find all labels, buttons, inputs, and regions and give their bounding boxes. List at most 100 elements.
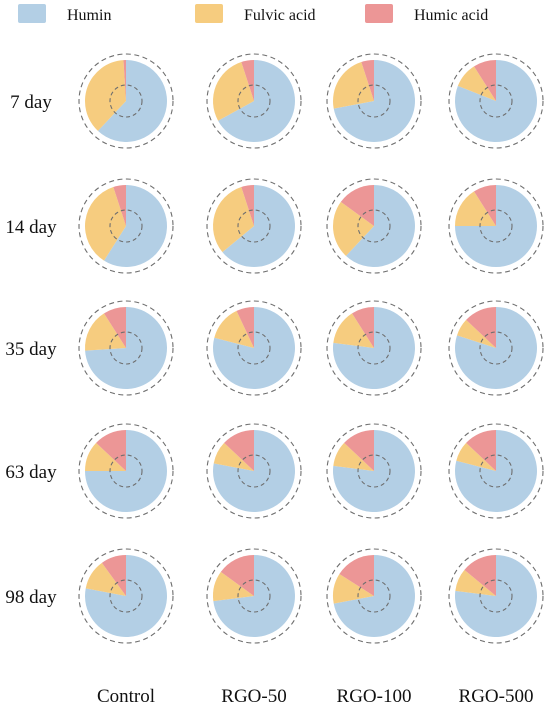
slice-fulvic-acid <box>85 562 126 596</box>
row-label-63-day: 63 day <box>5 462 57 483</box>
slice-humic-acid <box>474 59 496 101</box>
slice-humin <box>213 307 296 389</box>
pie-14-day-control <box>78 178 174 274</box>
slice-fulvic-acid <box>84 60 126 131</box>
row-labels: 7 day 14 day 35 day 63 day 98 day <box>5 92 57 608</box>
outer-dashed-ring <box>326 423 422 519</box>
inner-dashed-ring <box>237 209 271 243</box>
slice-humic-acid <box>101 555 126 596</box>
slice-humin <box>85 554 168 637</box>
inner-dashed-ring <box>109 331 143 365</box>
slice-humin <box>455 307 538 389</box>
pie-35-day-rgo-100 <box>326 300 422 396</box>
slice-humic-acid <box>344 429 374 471</box>
slice-humic-acid <box>474 185 496 226</box>
slice-humic-acid <box>241 60 254 101</box>
slice-humin <box>213 555 295 637</box>
inner-dashed-ring <box>357 209 391 243</box>
slice-fulvic-acid <box>213 62 254 121</box>
pie-35-day-rgo-50 <box>206 300 302 396</box>
slice-humin <box>97 60 167 142</box>
column-label-rgo-100: RGO-100 <box>337 686 412 707</box>
outer-dashed-ring <box>448 53 544 149</box>
outer-dashed-ring <box>78 423 174 519</box>
outer-dashed-ring <box>326 178 422 274</box>
slice-fulvic-acid <box>457 319 496 348</box>
slice-humic-acid <box>220 554 254 596</box>
slice-humic-acid <box>352 307 374 348</box>
inner-dashed-ring <box>237 454 271 488</box>
slice-humic-acid <box>466 307 496 348</box>
slice-humin <box>345 185 415 268</box>
row-label-14-day: 14 day <box>5 217 57 238</box>
outer-dashed-ring <box>78 548 174 644</box>
slice-fulvic-acid <box>333 574 374 604</box>
column-label-rgo-500: RGO-500 <box>459 686 534 707</box>
slice-fulvic-acid <box>84 442 126 471</box>
legend: Humin Fulvic acid Humic acid <box>18 4 488 24</box>
slice-fulvic-acid <box>455 191 496 226</box>
slice-humic-acid <box>113 185 126 226</box>
pie-14-day-rgo-50 <box>206 178 302 274</box>
legend-label-humin: Humin <box>67 7 111 24</box>
slice-humic-acid <box>361 60 374 101</box>
outer-dashed-ring <box>448 423 544 519</box>
outer-dashed-ring <box>78 300 174 396</box>
slice-fulvic-acid <box>213 442 254 471</box>
outer-dashed-ring <box>206 423 302 519</box>
pie-14-day-rgo-500 <box>448 178 544 274</box>
slice-fulvic-acid <box>456 442 496 471</box>
slice-fulvic-acid <box>84 187 126 261</box>
slice-humic-acid <box>104 307 126 348</box>
slice-humin <box>333 555 416 637</box>
outer-dashed-ring <box>206 548 302 644</box>
slice-fulvic-acid <box>332 201 374 256</box>
legend-swatch-fulvic-acid <box>195 4 223 23</box>
outer-dashed-ring <box>448 300 544 396</box>
slice-humic-acid <box>241 185 254 226</box>
slice-humin <box>454 555 537 637</box>
pie-35-day-rgo-500 <box>448 300 544 396</box>
row-label-35-day: 35 day <box>5 339 57 360</box>
outer-dashed-ring <box>78 53 174 149</box>
pie-98-day-rgo-500 <box>448 548 544 644</box>
legend-label-fulvic-acid: Fulvic acid <box>244 7 316 24</box>
pie-7-day-rgo-100 <box>326 53 422 149</box>
inner-dashed-ring <box>237 84 271 118</box>
slice-fulvic-acid <box>213 187 254 253</box>
slice-humic-acid <box>466 429 496 471</box>
legend-label-humic-acid: Humic acid <box>414 7 488 24</box>
row-label-7-day: 7 day <box>10 92 52 113</box>
inner-dashed-ring <box>109 454 143 488</box>
pies <box>78 53 544 644</box>
inner-dashed-ring <box>109 579 143 613</box>
outer-dashed-ring <box>206 178 302 274</box>
outer-dashed-ring <box>326 548 422 644</box>
inner-dashed-ring <box>357 579 391 613</box>
slice-humin <box>218 60 295 142</box>
pie-63-day-control <box>78 423 174 519</box>
slice-humic-acid <box>96 429 126 471</box>
slice-fulvic-acid <box>455 569 496 596</box>
legend-swatch-humin <box>18 4 46 23</box>
pie-7-day-rgo-50 <box>206 53 302 149</box>
slice-humin <box>455 60 538 142</box>
slice-humic-acid <box>464 555 496 596</box>
slice-fulvic-acid <box>214 310 254 348</box>
slice-humic-acid <box>339 555 374 596</box>
slice-fulvic-acid <box>333 442 374 471</box>
inner-dashed-ring <box>109 209 143 243</box>
slice-fulvic-acid <box>457 66 496 101</box>
outer-dashed-ring <box>448 178 544 274</box>
outer-dashed-ring <box>206 300 302 396</box>
legend-swatch-humic-acid <box>365 4 393 23</box>
pie-98-day-rgo-100 <box>326 548 422 644</box>
column-label-control: Control <box>97 686 155 707</box>
inner-dashed-ring <box>357 331 391 365</box>
inner-dashed-ring <box>479 579 513 613</box>
slice-humin <box>222 185 296 267</box>
row-label-98-day: 98 day <box>5 587 57 608</box>
pie-98-day-rgo-50 <box>206 548 302 644</box>
slice-humin <box>332 430 415 512</box>
